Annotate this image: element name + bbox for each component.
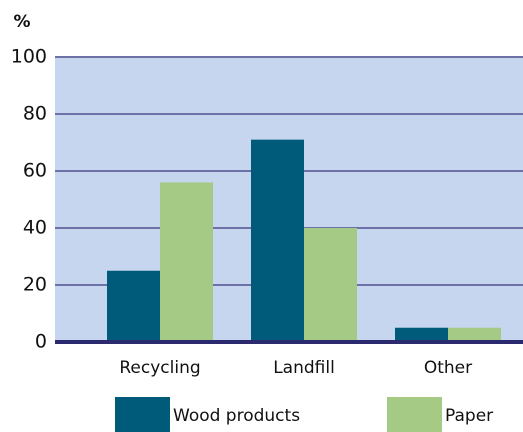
bar [395,327,448,342]
y-tick-label: 60 [23,160,47,182]
y-tick-label: 20 [23,274,47,296]
y-tick-label: 80 [23,103,47,125]
bar [251,139,304,342]
legend-label: Paper [445,406,493,426]
x-tick-label: Recycling [119,358,200,378]
legend-swatch [115,397,170,432]
y-tick-label: 0 [35,331,47,353]
x-tick-label: Landfill [273,358,335,378]
x-tick-label: Other [424,358,472,378]
bar [160,182,213,342]
bar [304,228,357,342]
legend-swatch [387,397,442,432]
legend-label: Wood products [173,406,300,426]
bar [448,327,501,342]
y-axis-label: % [13,12,30,32]
bar [107,270,160,342]
y-tick-label: 40 [23,217,47,239]
y-tick-label: 100 [11,46,47,68]
